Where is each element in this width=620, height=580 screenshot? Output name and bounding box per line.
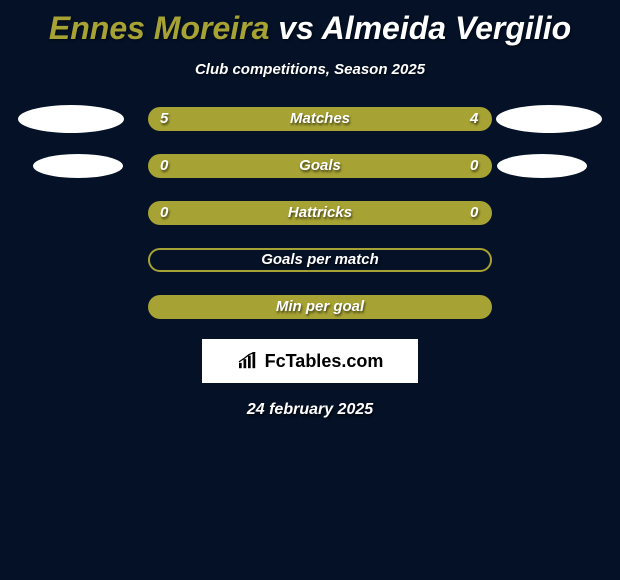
ellipse-icon: [497, 154, 587, 178]
ellipse-icon: [496, 105, 602, 133]
logo-box: FcTables.com: [202, 339, 418, 383]
vs-label: vs: [278, 10, 314, 46]
comparison-title: Ennes Moreira vs Almeida Vergilio: [0, 0, 620, 47]
stat-bar: Min per goal: [148, 295, 492, 319]
stat-bar: Matches: [148, 107, 492, 131]
ellipse-icon: [18, 105, 124, 133]
stat-label: Hattricks: [288, 204, 352, 221]
stat-value-left: 0: [160, 157, 168, 174]
stat-value-right: 0: [470, 204, 478, 221]
player1-name: Ennes Moreira: [49, 10, 270, 46]
stat-row-goals-per-match: Goals per match: [10, 247, 610, 272]
stat-value-right: 0: [470, 157, 478, 174]
stat-label: Min per goal: [276, 298, 364, 315]
date-label: 24 february 2025: [0, 401, 620, 419]
stat-bar: Hattricks: [148, 201, 492, 225]
stat-rows: Matches 5 4 Goals 0 0 Hattricks 0 0 Goal…: [0, 106, 620, 319]
stat-row-goals: Goals 0 0: [10, 153, 610, 178]
ellipse-icon: [33, 154, 123, 178]
stat-row-min-per-goal: Min per goal: [10, 294, 610, 319]
stat-label: Goals: [299, 157, 341, 174]
stat-value-left: 0: [160, 204, 168, 221]
stat-value-right: 4: [470, 110, 478, 127]
subtitle: Club competitions, Season 2025: [0, 61, 620, 78]
stat-label: Matches: [290, 110, 350, 127]
stat-label: Goals per match: [261, 251, 379, 268]
player2-name: Almeida Vergilio: [322, 10, 572, 46]
stat-row-matches: Matches 5 4: [10, 106, 610, 131]
stat-bar: Goals per match: [148, 248, 492, 272]
stat-row-hattricks: Hattricks 0 0: [10, 200, 610, 225]
chart-icon: [237, 352, 259, 370]
stat-bar: Goals: [148, 154, 492, 178]
logo-text: FcTables.com: [265, 351, 384, 372]
stat-value-left: 5: [160, 110, 168, 127]
